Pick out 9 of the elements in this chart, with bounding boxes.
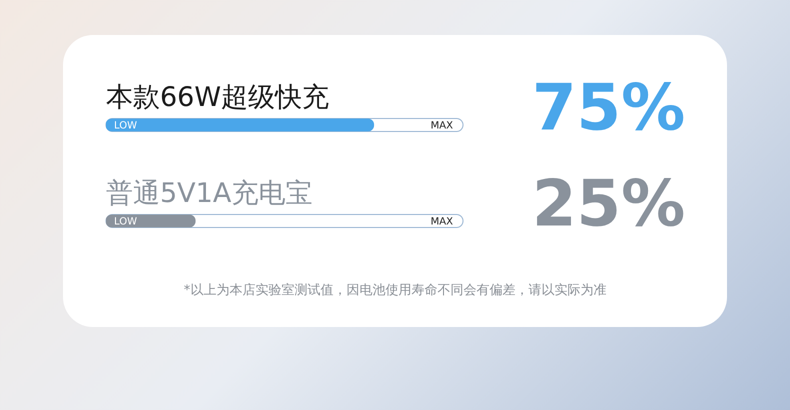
data-label: 25% xyxy=(532,168,686,242)
y-tick-label: 普通5V1A充电宝 xyxy=(106,178,312,209)
text: *以上为本店实验室测试值，因电池使用寿命不同会有偏差，请以实际为准 xyxy=(182,282,608,299)
annotation: MAX xyxy=(430,216,454,228)
annotation: LOW xyxy=(114,120,138,132)
y-tick-label: 本款66W超级快充 xyxy=(106,82,330,113)
annotation: LOW xyxy=(114,216,138,228)
data-label: 75% xyxy=(532,72,686,146)
annotation: MAX xyxy=(430,120,454,132)
